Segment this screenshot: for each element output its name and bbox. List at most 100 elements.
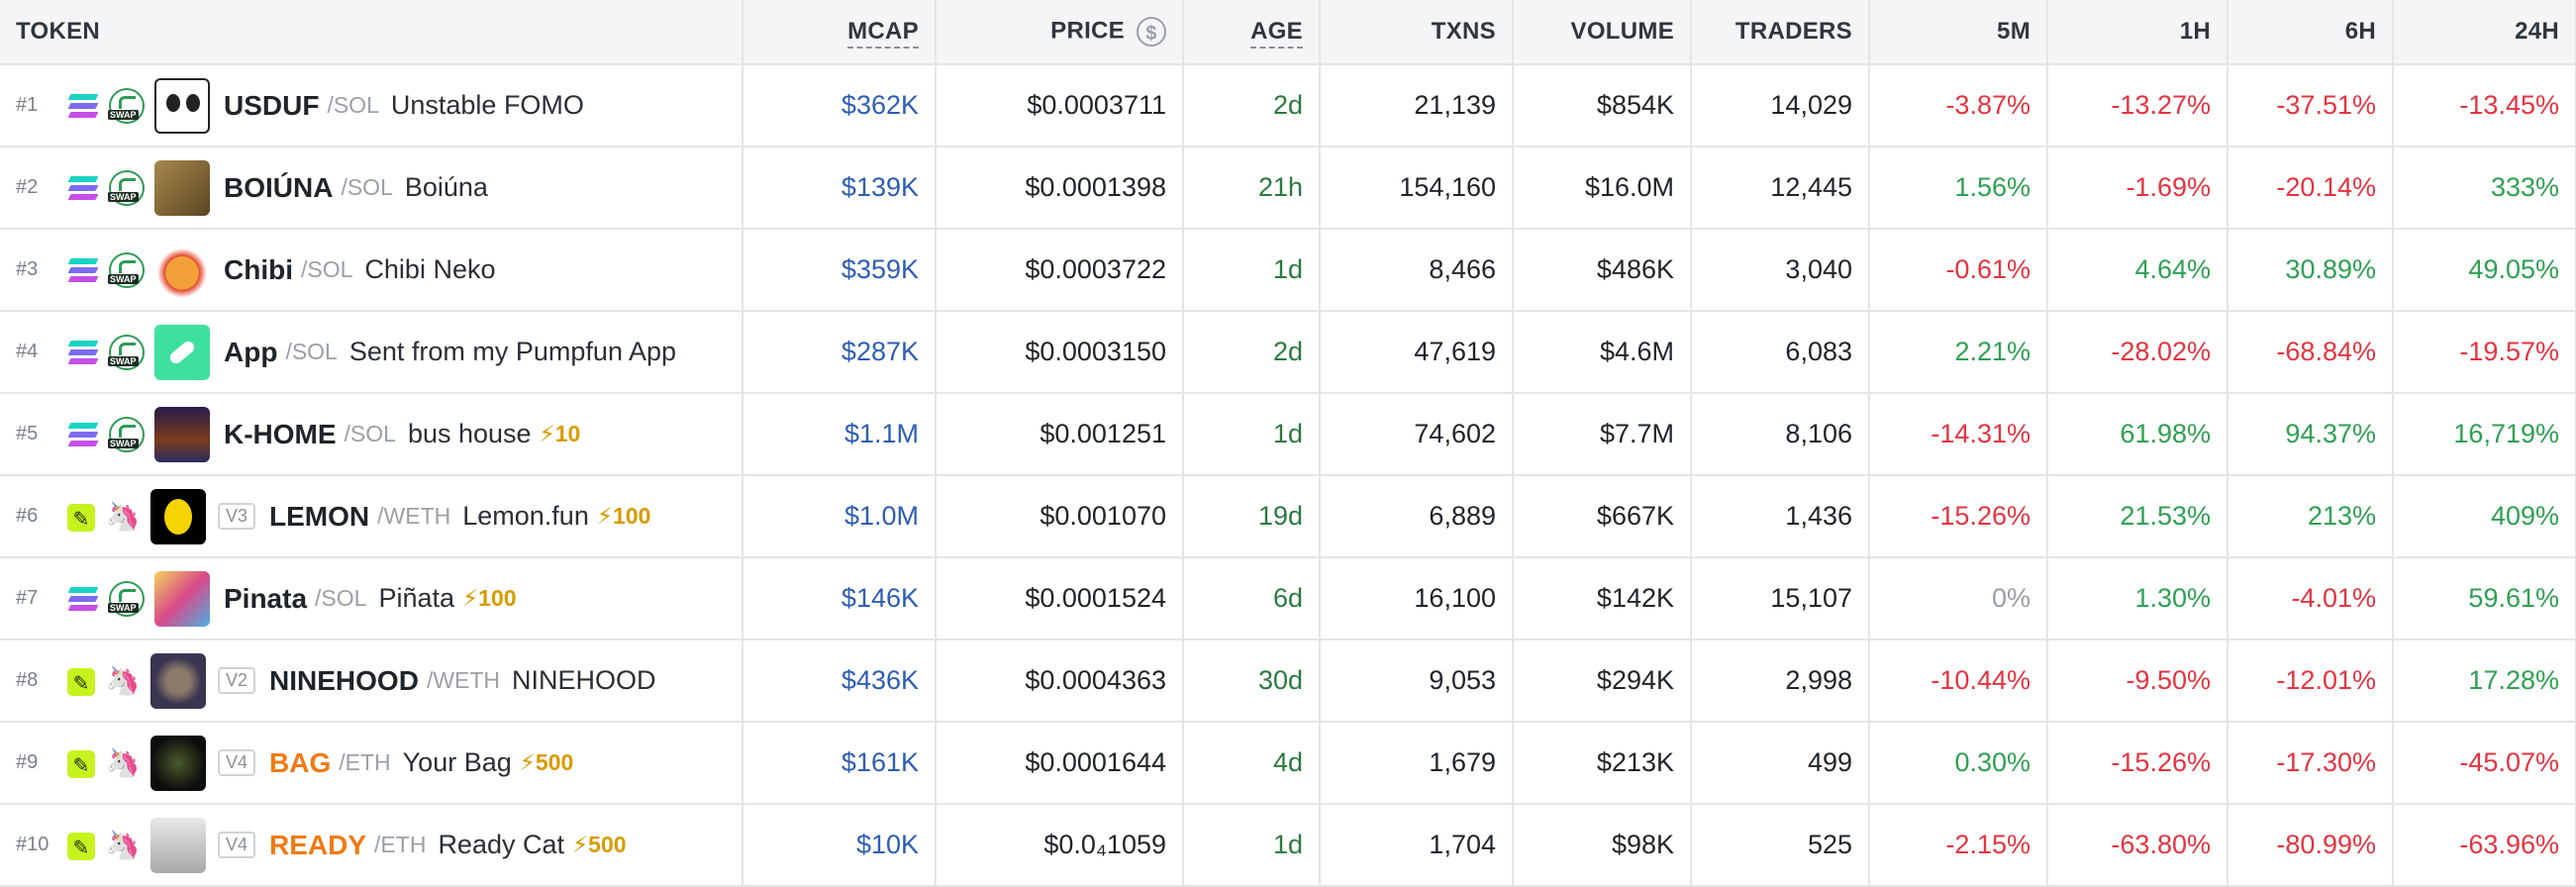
column-header-1h[interactable]: 1H xyxy=(2047,0,2229,65)
token-symbol: READY xyxy=(269,829,367,860)
solana-icon xyxy=(67,172,99,204)
token-name: Ready Cat xyxy=(438,830,565,859)
token-symbol: BAG xyxy=(269,746,332,778)
txns-cell: 154,160 xyxy=(1320,147,1514,230)
rank-label: #4 xyxy=(16,341,39,362)
price-cell: $0.0004363 xyxy=(936,640,1184,723)
column-header-traders[interactable]: TRADERS xyxy=(1691,0,1870,65)
quote-symbol: /SOL xyxy=(341,174,393,200)
change-6h-cell: -68.84% xyxy=(2228,311,2394,394)
change-1h-cell: 21.53% xyxy=(2047,475,2229,558)
column-header-price[interactable]: PRICE $ xyxy=(936,0,1184,65)
token-cell[interactable]: #5 K-HOME/SOL bus house ⚡10 xyxy=(0,393,743,476)
volume-cell: $16.0M xyxy=(1513,147,1692,230)
token-symbol: LEMON xyxy=(269,500,370,532)
table-row[interactable]: #5 K-HOME/SOL bus house ⚡10 $1.1M $0.001251… xyxy=(0,393,2576,476)
table-row[interactable]: #9 ✎ 🦄 V4 BAG/ETH Your Bag ⚡500 $161K $0.00016… xyxy=(0,722,2576,805)
column-header-24h[interactable]: 24H xyxy=(2393,0,2576,65)
token-avatar xyxy=(150,735,206,791)
usd-currency-icon[interactable]: $ xyxy=(1137,17,1166,47)
change-1h-cell: 4.64% xyxy=(2047,229,2229,312)
boost-badge: ⚡10 xyxy=(539,421,581,446)
quote-symbol: /SOL xyxy=(285,339,338,364)
column-header-volume[interactable]: VOLUME xyxy=(1513,0,1692,65)
age-cell: 1d xyxy=(1183,804,1321,887)
uniswap-icon: 🦄 xyxy=(105,500,141,532)
mcap-cell: $359K xyxy=(743,229,937,312)
change-24h-cell: 16,719% xyxy=(2393,393,2576,476)
base-icon: ✎ xyxy=(67,667,95,696)
column-header-5m[interactable]: 5M xyxy=(1869,0,2048,65)
token-cell[interactable]: #7 Pinata/SOL Piñata ⚡100 xyxy=(0,557,743,641)
dex-version-badge: V4 xyxy=(218,832,256,858)
change-5m-cell: 1.56% xyxy=(1869,147,2048,230)
table-row[interactable]: #10 ✎ 🦄 V4 READY/ETH Ready Cat ⚡500 $10K $0.0₄… xyxy=(0,804,2576,887)
change-1h-cell: -28.02% xyxy=(2047,311,2229,394)
token-name: Unstable FOMO xyxy=(390,90,584,120)
mcap-cell: $362K xyxy=(743,64,937,148)
token-cell[interactable]: #9 ✎ 🦄 V4 BAG/ETH Your Bag ⚡500 xyxy=(0,722,743,805)
table-row[interactable]: #8 ✎ 🦄 V2 NINEHOOD/WETH NINEHOOD $436K $0.000… xyxy=(0,640,2576,723)
dex-version-badge: V3 xyxy=(218,503,256,530)
token-cell[interactable]: #3 Chibi/SOL Chibi Neko xyxy=(0,229,743,312)
boost-badge: ⚡500 xyxy=(572,832,627,857)
change-6h-cell: 213% xyxy=(2228,475,2394,558)
change-1h-cell: 1.30% xyxy=(2047,557,2229,641)
mcap-cell: $161K xyxy=(743,722,937,805)
change-6h-cell: -37.51% xyxy=(2228,64,2394,148)
age-cell: 1d xyxy=(1183,229,1321,312)
change-5m-cell: -10.44% xyxy=(1869,640,2048,723)
change-1h-cell: -1.69% xyxy=(2047,147,2229,230)
change-1h-cell: -15.26% xyxy=(2047,722,2229,805)
token-name: Your Bag xyxy=(402,747,512,777)
token-symbol: NINEHOOD xyxy=(269,664,419,696)
change-5m-cell: -14.31% xyxy=(1869,393,2048,476)
change-1h-cell: -63.80% xyxy=(2047,804,2229,887)
txns-cell: 47,619 xyxy=(1320,311,1514,394)
table-row[interactable]: #6 ✎ 🦄 V3 LEMON/WETH Lemon.fun ⚡100 $1.0M $0.0… xyxy=(0,475,2576,558)
txns-cell: 9,053 xyxy=(1320,640,1514,723)
txns-cell: 8,466 xyxy=(1320,229,1514,312)
table-row[interactable]: #3 Chibi/SOL Chibi Neko $359K $0.0003722 1… xyxy=(0,229,2576,312)
price-cell: $0.001070 xyxy=(936,475,1184,558)
token-avatar xyxy=(150,817,206,873)
token-cell[interactable]: #6 ✎ 🦄 V3 LEMON/WETH Lemon.fun ⚡100 xyxy=(0,475,743,558)
change-6h-cell: -12.01% xyxy=(2228,640,2394,723)
swap-icon xyxy=(108,334,145,370)
table-row[interactable]: #1 USDUF/SOL Unstable FOMO $362K $0.000371… xyxy=(0,64,2576,148)
token-symbol: USDUF xyxy=(224,89,320,121)
column-header-txns[interactable]: TXNS xyxy=(1320,0,1514,65)
token-avatar xyxy=(154,242,210,298)
token-cell[interactable]: #8 ✎ 🦄 V2 NINEHOOD/WETH NINEHOOD xyxy=(0,640,743,723)
token-name: Sent from my Pumpfun App xyxy=(348,337,677,366)
column-header-6h[interactable]: 6H xyxy=(2228,0,2394,65)
quote-symbol: /SOL xyxy=(301,256,353,282)
change-24h-cell: -19.57% xyxy=(2393,311,2576,394)
age-cell: 2d xyxy=(1183,64,1321,148)
txns-cell: 74,602 xyxy=(1320,393,1514,476)
quote-symbol: /WETH xyxy=(426,667,501,693)
change-5m-cell: -2.15% xyxy=(1869,804,2048,887)
change-5m-cell: -0.61% xyxy=(1869,229,2048,312)
token-avatar xyxy=(154,324,210,380)
boost-badge: ⚡100 xyxy=(462,585,517,611)
mcap-cell: $287K xyxy=(743,311,937,394)
change-24h-cell: -45.07% xyxy=(2393,722,2576,805)
column-header-age[interactable]: AGE xyxy=(1183,0,1321,65)
solana-icon xyxy=(67,583,99,615)
column-header-token[interactable]: TOKEN xyxy=(0,0,743,65)
change-24h-cell: 49.05% xyxy=(2393,229,2576,312)
token-symbol: BOIÚNA xyxy=(224,171,334,203)
quote-symbol: /SOL xyxy=(315,585,367,611)
token-avatar xyxy=(154,77,210,134)
token-cell[interactable]: #10 ✎ 🦄 V4 READY/ETH Ready Cat ⚡500 xyxy=(0,804,743,887)
column-header-mcap[interactable]: MCAP xyxy=(743,0,937,65)
token-cell[interactable]: #4 App/SOL Sent from my Pumpfun App xyxy=(0,311,743,394)
token-cell[interactable]: #1 USDUF/SOL Unstable FOMO xyxy=(0,64,743,148)
age-cell: 6d xyxy=(1183,557,1321,641)
token-cell[interactable]: #2 BOIÚNA/SOL Boiúna xyxy=(0,147,743,230)
